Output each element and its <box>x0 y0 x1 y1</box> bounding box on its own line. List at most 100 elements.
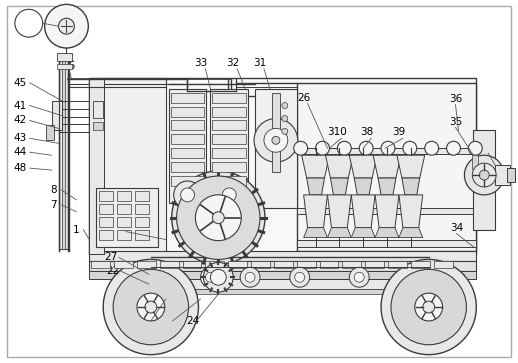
Bar <box>272 93 280 172</box>
Bar <box>255 89 297 208</box>
Polygon shape <box>351 195 375 228</box>
Circle shape <box>174 181 202 209</box>
Bar <box>182 261 202 268</box>
Text: 42: 42 <box>13 115 26 126</box>
Circle shape <box>15 9 42 37</box>
Bar <box>137 261 156 268</box>
Bar <box>111 289 449 294</box>
Polygon shape <box>351 228 375 237</box>
Circle shape <box>282 115 288 122</box>
Polygon shape <box>354 178 372 195</box>
Circle shape <box>465 155 504 195</box>
Bar <box>93 122 103 130</box>
Circle shape <box>177 176 260 260</box>
Bar <box>135 230 149 240</box>
Circle shape <box>45 4 88 48</box>
Bar <box>206 261 224 268</box>
Circle shape <box>423 301 435 313</box>
Bar <box>117 230 131 240</box>
Polygon shape <box>330 178 348 195</box>
Polygon shape <box>325 155 353 178</box>
Text: 45: 45 <box>13 78 26 88</box>
Bar <box>99 230 113 240</box>
Text: 21: 21 <box>112 227 126 237</box>
Circle shape <box>240 267 260 287</box>
Bar <box>297 240 477 248</box>
Bar <box>212 134 246 144</box>
Bar <box>171 134 205 144</box>
Polygon shape <box>378 178 396 195</box>
Text: 46: 46 <box>63 61 76 71</box>
Circle shape <box>468 141 482 155</box>
Polygon shape <box>304 195 327 228</box>
Text: 35: 35 <box>449 118 462 127</box>
Text: 34: 34 <box>450 223 463 233</box>
Bar <box>251 261 270 268</box>
Circle shape <box>195 195 241 241</box>
Polygon shape <box>399 228 423 237</box>
Circle shape <box>137 293 165 321</box>
Text: 7: 7 <box>50 200 57 210</box>
Bar <box>135 217 149 227</box>
Bar <box>388 261 407 268</box>
Bar <box>434 261 453 268</box>
Bar <box>89 252 477 261</box>
Circle shape <box>145 301 157 313</box>
Polygon shape <box>373 155 401 178</box>
Bar <box>117 191 131 201</box>
Circle shape <box>59 18 75 34</box>
Circle shape <box>403 141 417 155</box>
Text: 31: 31 <box>253 58 267 68</box>
Circle shape <box>381 260 477 355</box>
Circle shape <box>272 136 280 144</box>
Bar <box>89 261 477 271</box>
Text: A: A <box>24 18 33 28</box>
Circle shape <box>294 141 308 155</box>
Bar <box>212 162 246 172</box>
Circle shape <box>315 141 329 155</box>
Text: 48: 48 <box>13 163 26 173</box>
Circle shape <box>200 267 220 287</box>
Bar <box>171 176 205 186</box>
Circle shape <box>425 141 439 155</box>
Circle shape <box>171 171 265 264</box>
Bar <box>160 261 179 268</box>
Circle shape <box>181 188 194 202</box>
Bar <box>56 53 73 61</box>
Circle shape <box>212 212 224 224</box>
Bar <box>96 188 158 248</box>
Bar <box>171 107 205 117</box>
Bar <box>46 126 53 140</box>
Circle shape <box>472 163 496 187</box>
Bar <box>52 101 62 130</box>
Circle shape <box>359 141 373 155</box>
Circle shape <box>210 269 226 285</box>
Bar <box>507 168 515 182</box>
Bar <box>135 191 149 201</box>
Bar <box>212 107 246 117</box>
Bar <box>89 78 104 254</box>
Text: 26: 26 <box>297 93 310 103</box>
Circle shape <box>113 269 189 345</box>
Bar <box>210 89 248 203</box>
Bar <box>171 148 205 158</box>
Circle shape <box>245 272 255 282</box>
Circle shape <box>222 188 236 202</box>
Polygon shape <box>304 228 327 237</box>
Bar <box>365 261 384 268</box>
Bar <box>89 271 477 279</box>
Polygon shape <box>375 195 399 228</box>
Polygon shape <box>349 155 377 178</box>
Bar <box>212 93 246 103</box>
Text: 33: 33 <box>194 58 207 68</box>
Text: 25: 25 <box>162 316 175 326</box>
Bar <box>228 261 247 268</box>
Bar <box>472 155 478 169</box>
Bar <box>212 176 246 186</box>
Text: 27: 27 <box>105 252 118 262</box>
Circle shape <box>254 118 298 162</box>
Bar <box>495 165 510 185</box>
Bar <box>117 204 131 214</box>
Bar <box>342 261 361 268</box>
Text: 23: 23 <box>139 316 152 326</box>
